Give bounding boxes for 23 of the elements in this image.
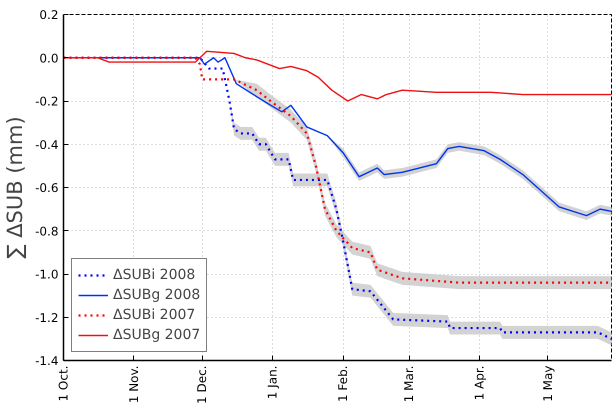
y-tick-label: -0.2 — [35, 94, 59, 108]
y-tick-label: -0.6 — [35, 181, 59, 195]
x-tick-label: 1 Apr. — [472, 366, 487, 400]
y-tick-label: -0.8 — [35, 224, 59, 238]
legend-label: ΔSUBi 2008 — [113, 267, 196, 283]
y-tick-label: -1.2 — [35, 310, 59, 325]
x-tick-label: 1 Nov. — [126, 365, 141, 404]
legend-label: ΔSUBg 2008 — [113, 287, 200, 303]
x-tick-label: 1 Feb. — [336, 365, 350, 402]
y-tick-label: -1.0 — [35, 268, 59, 282]
legend-label: ΔSUBi 2007 — [113, 307, 196, 323]
x-tick-label: 1 Dec. — [195, 366, 210, 404]
line-series — [64, 50, 612, 102]
y-tick-label: -1.4 — [35, 354, 59, 368]
legend-label: ΔSUBg 2007 — [113, 327, 200, 343]
x-tick-label: 1 May — [540, 365, 555, 402]
y-axis-title: ∑ ΔSUB (mm) — [3, 116, 28, 259]
x-tick-label: 1 Mar. — [402, 365, 416, 402]
x-tick-label: 1 Jan. — [266, 365, 280, 400]
y-tick-label: 0.2 — [39, 8, 59, 22]
y-tick-label: 0.0 — [39, 51, 59, 66]
x-tick-label: 1 Oct. — [56, 365, 70, 402]
y-tick-label: -0.4 — [35, 138, 59, 152]
